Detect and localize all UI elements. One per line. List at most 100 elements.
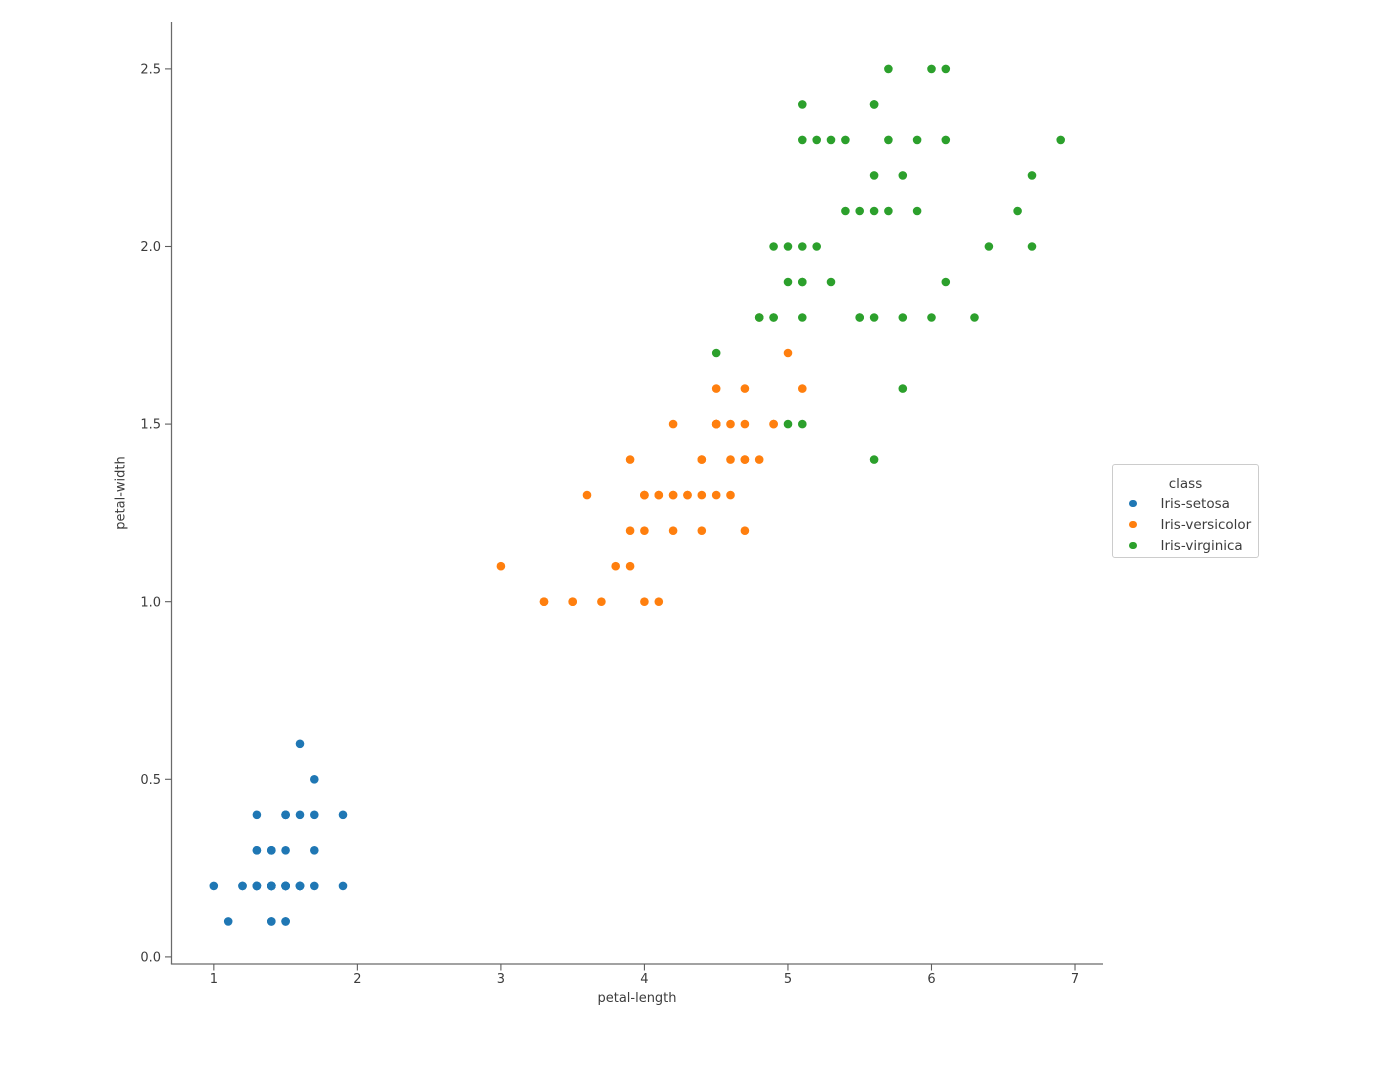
data-point-iris-virginica [841, 206, 850, 216]
data-point-iris-virginica [941, 64, 951, 74]
data-point-iris-versicolor [640, 597, 649, 606]
data-point-iris-versicolor [711, 490, 721, 500]
data-point-iris-virginica [798, 419, 807, 429]
setosa-marker-icon [1129, 499, 1137, 508]
data-point-iris-versicolor [611, 561, 620, 571]
data-point-iris-setosa [267, 881, 276, 891]
data-point-iris-versicolor [711, 419, 721, 429]
data-point-iris-virginica [912, 135, 922, 145]
legend-label-virginica: Iris-virginica [1160, 537, 1243, 554]
data-point-iris-versicolor [654, 597, 664, 606]
data-point-iris-virginica [898, 171, 908, 180]
data-point-iris-versicolor [769, 419, 778, 429]
data-point-iris-virginica [812, 135, 821, 145]
data-point-iris-virginica [869, 313, 879, 322]
data-point-iris-versicolor [740, 384, 750, 393]
data-point-iris-virginica [941, 277, 951, 287]
data-point-iris-setosa [310, 846, 319, 855]
data-point-iris-virginica [783, 242, 793, 251]
data-point-iris-virginica [754, 313, 764, 322]
data-point-iris-setosa [281, 846, 290, 855]
data-point-iris-virginica [898, 384, 908, 393]
data-point-iris-virginica [855, 206, 864, 216]
x-axis-label: petal-length [597, 991, 677, 1006]
data-point-iris-virginica [1056, 135, 1065, 145]
data-point-iris-versicolor [625, 561, 635, 571]
data-point-iris-setosa [281, 917, 290, 926]
data-point-iris-versicolor [668, 419, 678, 429]
data-point-iris-setosa [267, 917, 276, 926]
data-point-iris-virginica [798, 277, 807, 287]
data-point-iris-versicolor [625, 526, 635, 535]
data-point-iris-virginica [970, 313, 979, 322]
data-point-iris-virginica [1027, 171, 1037, 180]
data-point-iris-virginica [826, 135, 836, 145]
data-point-iris-virginica [927, 313, 936, 322]
data-point-iris-virginica [869, 100, 879, 109]
data-point-iris-virginica [941, 135, 951, 145]
data-point-iris-setosa [252, 810, 262, 820]
data-point-iris-virginica [783, 277, 793, 287]
x-tick-label: 4 [640, 972, 648, 987]
data-point-iris-versicolor [740, 419, 750, 429]
data-point-iris-versicolor [697, 455, 707, 464]
data-point-iris-virginica [1013, 206, 1022, 216]
data-point-iris-setosa [310, 881, 319, 891]
data-point-iris-versicolor [668, 490, 678, 500]
data-point-iris-virginica [898, 313, 908, 322]
legend-item-iris-setosa: Iris-setosa [1129, 495, 1230, 512]
x-tick-label: 6 [927, 972, 935, 987]
x-tick-label: 7 [1071, 972, 1079, 987]
data-point-iris-virginica [711, 348, 721, 358]
data-point-iris-virginica [769, 242, 778, 251]
data-point-iris-setosa [281, 881, 290, 891]
data-point-iris-virginica [841, 135, 850, 145]
data-point-iris-setosa [238, 881, 247, 891]
legend-label-versicolor: Iris-versicolor [1160, 516, 1252, 533]
data-point-iris-versicolor [726, 490, 735, 500]
data-point-iris-virginica [984, 242, 994, 251]
data-point-iris-setosa [209, 881, 219, 891]
data-point-iris-versicolor [640, 490, 649, 500]
data-point-iris-versicolor [697, 490, 707, 500]
data-point-iris-versicolor [740, 526, 750, 535]
legend-label-setosa: Iris-setosa [1160, 495, 1230, 512]
data-point-iris-versicolor [726, 419, 735, 429]
data-point-iris-setosa [295, 810, 305, 820]
y-axis-label: petal-width [113, 456, 129, 530]
data-point-iris-versicolor [683, 490, 692, 500]
legend: class Iris-setosa Iris-versicolor Iris-v… [1112, 464, 1259, 558]
y-tick-label: 1.0 [140, 595, 161, 610]
data-point-iris-versicolor [597, 597, 606, 606]
y-tick-label: 0.5 [140, 773, 161, 788]
legend-item-iris-versicolor: Iris-versicolor [1129, 516, 1252, 533]
data-point-iris-virginica [798, 242, 807, 251]
data-point-iris-versicolor [496, 561, 506, 571]
data-point-iris-setosa [338, 881, 348, 891]
data-point-iris-virginica [826, 277, 836, 287]
data-point-iris-setosa [295, 739, 305, 749]
y-tick-label: 1.5 [140, 418, 161, 433]
y-tick-label: 2.0 [140, 240, 161, 255]
x-tick-label: 5 [784, 972, 792, 987]
data-point-iris-versicolor [539, 597, 549, 606]
y-tick-label: 2.5 [140, 62, 161, 77]
data-point-iris-virginica [912, 206, 922, 216]
data-point-iris-virginica [798, 135, 807, 145]
virginica-marker-icon [1129, 541, 1137, 550]
data-point-iris-setosa [223, 917, 233, 926]
x-tick-label: 1 [210, 972, 218, 987]
data-point-iris-setosa [310, 775, 319, 784]
data-point-iris-setosa [338, 810, 348, 820]
data-point-iris-virginica [869, 206, 879, 216]
data-point-iris-setosa [252, 881, 262, 891]
x-tick-label: 2 [353, 972, 361, 987]
data-point-iris-versicolor [726, 455, 735, 464]
data-point-iris-versicolor [582, 490, 592, 500]
data-point-iris-versicolor [625, 455, 635, 464]
data-point-iris-versicolor [568, 597, 577, 606]
data-point-iris-virginica [884, 206, 893, 216]
data-point-iris-virginica [884, 135, 893, 145]
data-point-iris-versicolor [640, 526, 649, 535]
